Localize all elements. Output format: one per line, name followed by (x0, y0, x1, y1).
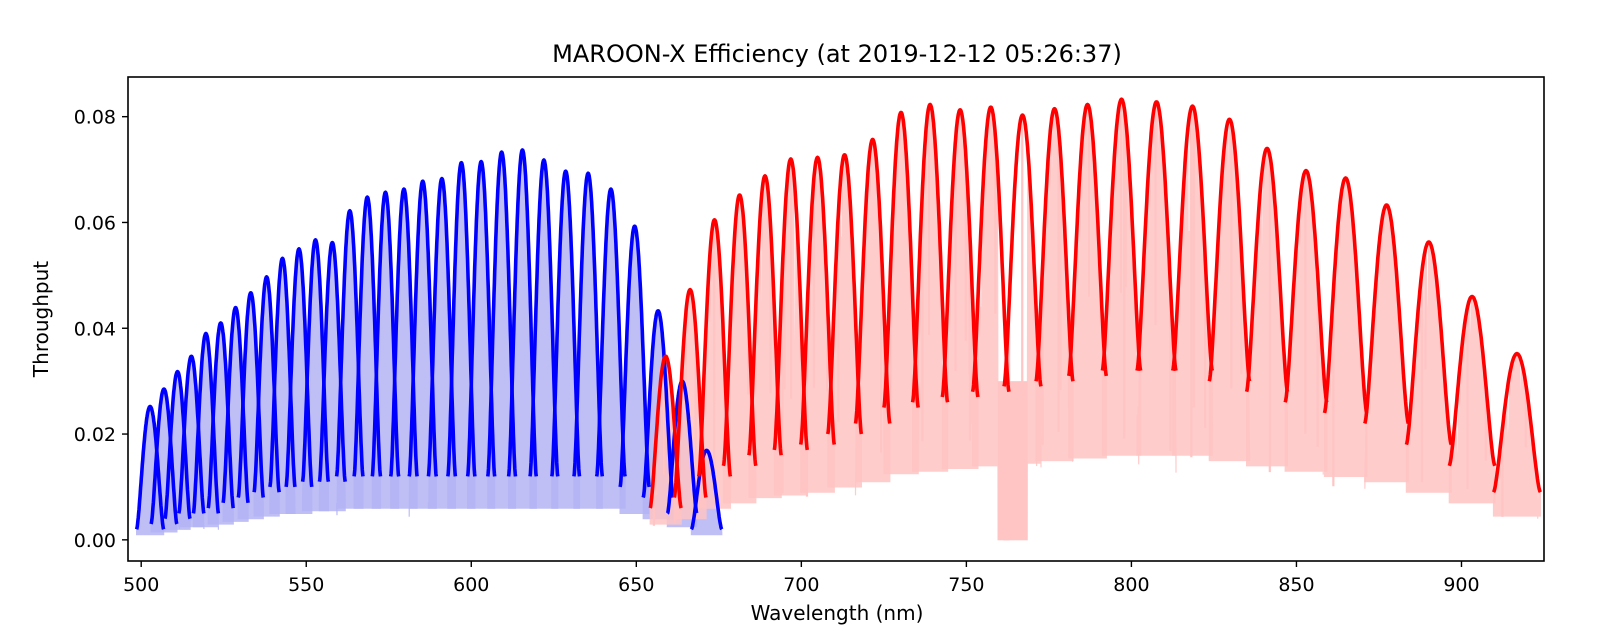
series-0-order-26-curve (594, 187, 627, 477)
series-1-order-26-curve (1491, 351, 1542, 494)
series-1-order-25-curve (1447, 294, 1497, 467)
y-tick-label: 0.04 (74, 318, 116, 340)
x-tick-label: 850 (1278, 574, 1314, 596)
x-axis: 500 550 600 650 700 750 800 850 900 (123, 561, 1480, 596)
plot-area (134, 97, 1542, 541)
series-0-order-1-curve (149, 387, 179, 525)
x-tick-label: 650 (618, 574, 654, 596)
series-0-order-4-curve (191, 331, 221, 514)
series-1-order-22-curve (1322, 176, 1369, 414)
series-1-order-6-curve (798, 155, 837, 445)
series-1-order-19-curve (1207, 117, 1252, 382)
series-1-order-16-curve (1100, 97, 1143, 371)
x-tick-label: 550 (288, 574, 324, 596)
series-1-order-21-curve (1283, 168, 1329, 403)
y-axis: 0.00 0.02 0.04 0.06 0.08 (74, 107, 128, 552)
series-1-order-5-curve (772, 157, 810, 451)
series-0-order-2-curve (163, 369, 192, 520)
series-0-order-21-curve (486, 150, 518, 477)
series-1-order-3-curve (721, 193, 758, 467)
series-0-order-3-curve (177, 354, 206, 514)
series-1-order-14-curve (1034, 106, 1075, 382)
series-1-order-20-curve (1244, 146, 1290, 393)
x-tick-label: 500 (123, 574, 159, 596)
series-1-order-7-curve (825, 153, 864, 435)
y-tick-label: 0.02 (74, 424, 116, 446)
series-1-order-4-curve (747, 174, 783, 456)
series-0-order-20-curve (465, 159, 497, 477)
x-tick-label: 800 (1113, 574, 1149, 596)
series-1-order-8-curve (853, 137, 892, 424)
series-1-order-17-curve (1135, 100, 1178, 371)
series-0-order-0-curve (134, 404, 166, 531)
series-0-order-27-curve (618, 224, 651, 488)
series-1-order-18-curve (1170, 104, 1215, 371)
x-tick-label: 900 (1443, 574, 1479, 596)
y-tick-label: 0.00 (74, 530, 116, 552)
series-1-order-9-curve (882, 110, 920, 408)
series-1-order-23-curve (1363, 203, 1411, 424)
chart-title: MAROON-X Efficiency (at 2019-12-12 05:26… (552, 40, 1122, 68)
series-0-order-24-curve (550, 169, 582, 477)
series-1-absorption-dip (997, 381, 1028, 540)
series-0-order-6-curve (221, 305, 250, 504)
series-0-order-22-curve (506, 148, 539, 477)
series-0-order-25-curve (572, 171, 605, 477)
series-1-order-15-curve (1066, 102, 1109, 377)
y-axis-label: Throughput (29, 261, 53, 378)
y-tick-label: 0.06 (74, 212, 116, 234)
x-tick-label: 600 (453, 574, 489, 596)
series-1-order-24-curve (1404, 240, 1453, 446)
series-1-order-13-curve (1002, 113, 1043, 387)
series-1-order-10-curve (910, 102, 950, 403)
series-0-order-30-curve (689, 448, 724, 531)
series-1-order-11-curve (940, 108, 980, 398)
x-tick-label: 700 (783, 574, 819, 596)
series-0-order-23-curve (528, 158, 560, 477)
y-tick-label: 0.08 (74, 107, 116, 129)
plot-frame (127, 76, 1545, 562)
series-0-order-5-curve (206, 321, 236, 509)
series-1-order-12-curve (970, 105, 1011, 393)
series-0-order-28-curve (641, 309, 675, 498)
x-tick-label: 750 (948, 574, 984, 596)
x-axis-label: Wavelength (nm) (751, 601, 924, 625)
series-1-order-2-curve (696, 218, 733, 477)
